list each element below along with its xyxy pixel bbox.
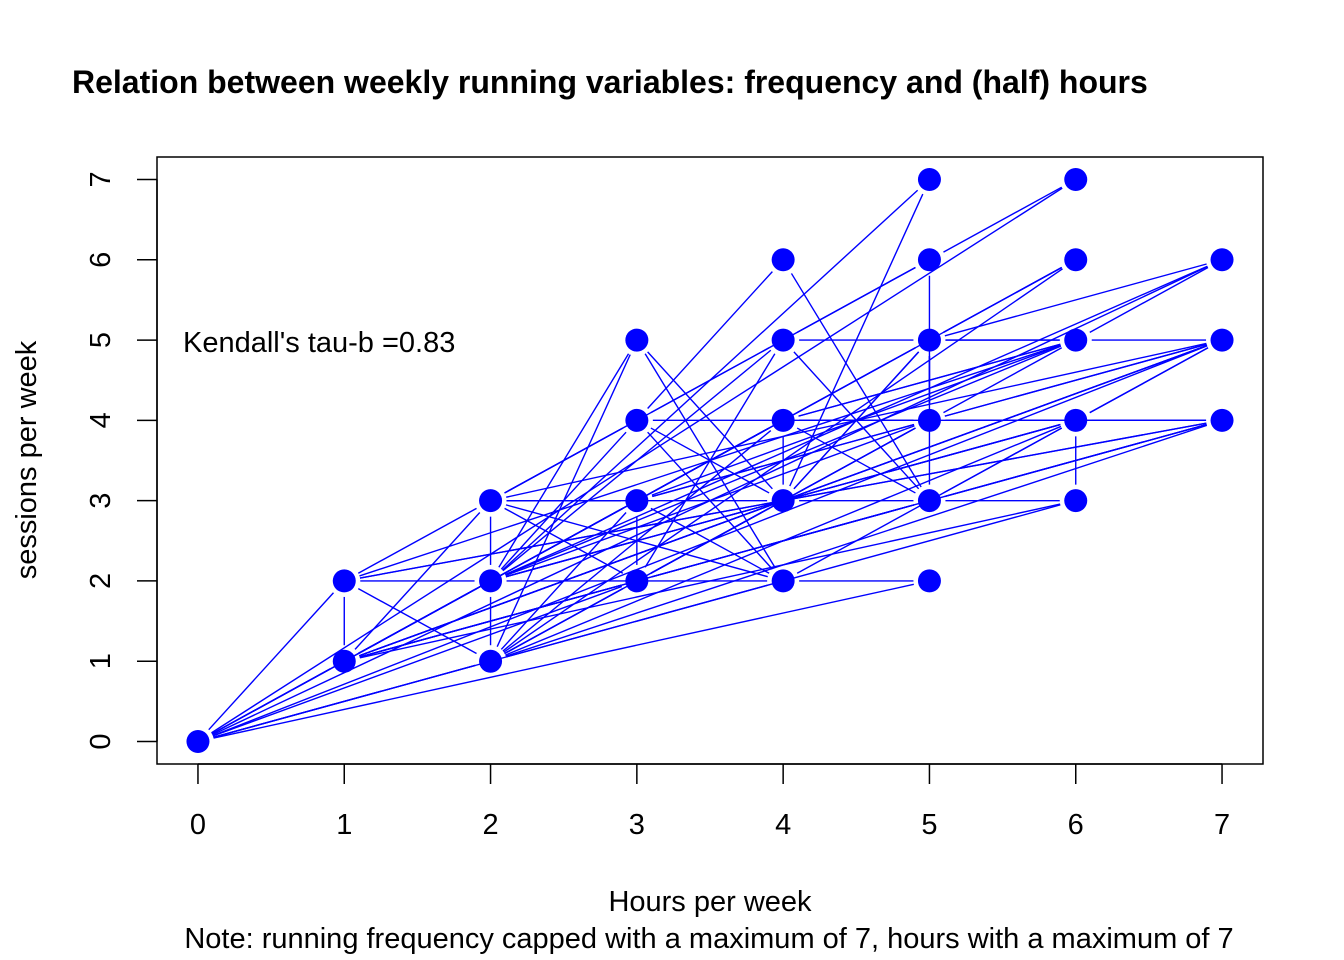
data-point bbox=[771, 328, 795, 352]
connector-line bbox=[1089, 266, 1209, 333]
data-point bbox=[1210, 248, 1234, 272]
data-point bbox=[479, 569, 503, 593]
connector-line bbox=[798, 343, 1061, 417]
connector-line bbox=[357, 507, 477, 574]
data-point bbox=[917, 489, 941, 513]
y-axis: 0 1 2 3 4 5 6 7 bbox=[85, 171, 158, 750]
connector-line bbox=[943, 347, 1063, 414]
x-axis: 0 1 2 3 4 5 6 7 bbox=[190, 763, 1230, 841]
data-point bbox=[917, 167, 941, 191]
data-point bbox=[1210, 408, 1234, 432]
connector-line bbox=[502, 349, 772, 572]
x-tick-label: 5 bbox=[921, 809, 937, 841]
y-tick-label: 6 bbox=[85, 252, 117, 268]
connector-line bbox=[359, 505, 769, 657]
connector-line bbox=[505, 425, 915, 577]
connector-line bbox=[943, 266, 1063, 333]
connector-line bbox=[213, 583, 914, 739]
data-point bbox=[771, 248, 795, 272]
data-point bbox=[1210, 328, 1234, 352]
data-point bbox=[917, 569, 941, 593]
connector-line bbox=[1089, 347, 1209, 414]
data-point bbox=[771, 489, 795, 513]
data-point bbox=[1064, 489, 1088, 513]
chart-title: Relation between weekly running variable… bbox=[72, 64, 1148, 100]
y-tick-label: 1 bbox=[85, 653, 117, 669]
data-point bbox=[625, 328, 649, 352]
connector-line bbox=[943, 186, 1063, 253]
y-axis-label: sessions per week bbox=[11, 340, 43, 579]
data-point bbox=[479, 489, 503, 513]
x-tick-label: 6 bbox=[1068, 809, 1084, 841]
data-point bbox=[625, 569, 649, 593]
connector-line bbox=[647, 271, 773, 409]
x-tick-label: 2 bbox=[482, 809, 498, 841]
kendall-annotation: Kendall's tau-b =0.83 bbox=[183, 327, 455, 359]
data-point bbox=[917, 248, 941, 272]
data-point bbox=[1064, 408, 1088, 432]
data-point bbox=[332, 649, 356, 673]
connector-line bbox=[211, 668, 331, 735]
x-tick-label: 0 bbox=[190, 809, 206, 841]
x-tick-label: 4 bbox=[775, 809, 791, 841]
data-point bbox=[625, 489, 649, 513]
y-tick-label: 0 bbox=[85, 733, 117, 749]
data-points bbox=[186, 167, 1234, 754]
chart-note: Note: running frequency capped with a ma… bbox=[184, 923, 1233, 955]
x-tick-label: 3 bbox=[629, 809, 645, 841]
connector-line bbox=[213, 664, 476, 738]
connector-line bbox=[504, 427, 624, 494]
data-point bbox=[479, 649, 503, 673]
connector-line bbox=[505, 584, 768, 658]
data-point bbox=[771, 569, 795, 593]
data-point bbox=[186, 730, 210, 754]
data-point bbox=[917, 328, 941, 352]
connector-line bbox=[504, 427, 916, 655]
connector-line bbox=[359, 503, 1061, 659]
x-tick-label: 7 bbox=[1214, 809, 1230, 841]
data-point bbox=[625, 408, 649, 432]
x-tick-label: 1 bbox=[336, 809, 352, 841]
connector-line bbox=[944, 263, 1207, 337]
data-point bbox=[1064, 167, 1088, 191]
y-tick-label: 4 bbox=[85, 412, 117, 428]
data-point bbox=[1064, 248, 1088, 272]
connector-line bbox=[208, 592, 335, 731]
y-tick-label: 5 bbox=[85, 332, 117, 348]
y-tick-label: 3 bbox=[85, 493, 117, 509]
connector-line bbox=[944, 423, 1207, 498]
connector-line bbox=[944, 343, 1207, 417]
data-point bbox=[332, 569, 356, 593]
y-tick-label: 2 bbox=[85, 573, 117, 589]
data-point bbox=[917, 408, 941, 432]
connector-line bbox=[212, 585, 623, 737]
data-point bbox=[1064, 328, 1088, 352]
y-tick-label: 7 bbox=[85, 171, 117, 187]
x-axis-label: Hours per week bbox=[608, 886, 812, 918]
connector-line bbox=[505, 424, 1208, 657]
data-point bbox=[771, 408, 795, 432]
